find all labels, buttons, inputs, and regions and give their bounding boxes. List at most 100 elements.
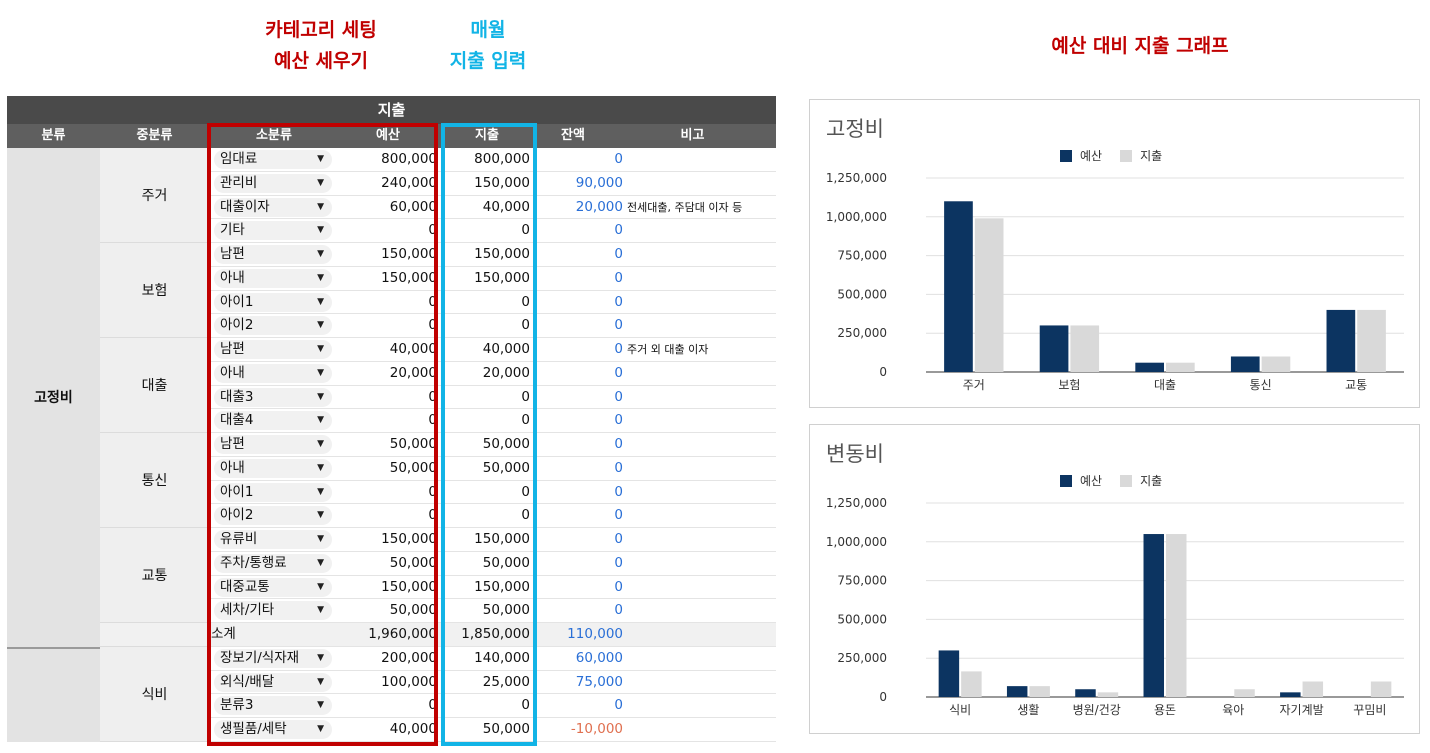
balance-cell: 0 (614, 269, 623, 286)
budget-cell: 50,000 (389, 459, 437, 476)
legend-budget-swatch (1060, 149, 1072, 162)
budget-cell: 0 (428, 483, 437, 500)
item-dropdown[interactable]: 아이2 ▼ (214, 316, 332, 336)
chart-legend: 예산 지출 (1060, 472, 1180, 489)
y-tick-label: 1,250,000 (826, 496, 887, 510)
chevron-down-icon: ▼ (317, 249, 324, 259)
item-dropdown[interactable]: 유류비 ▼ (214, 530, 332, 549)
budget-setting-annotation: 예산 세우기 (273, 50, 368, 72)
header-item: 소분류 (256, 128, 292, 143)
x-tick-label: 통신 (1250, 378, 1272, 392)
item-label: 대출3 (220, 388, 254, 405)
item-dropdown[interactable]: 아내 ▼ (214, 458, 332, 478)
header-category: 분류 (41, 128, 66, 143)
item-dropdown[interactable]: 세차/기타 ▼ (214, 601, 332, 621)
legend-budget-label: 예산 (1080, 149, 1103, 163)
chevron-down-icon: ▼ (317, 225, 324, 236)
table-row: 대출이자 ▼ 60,000 40,000 20,000 전세대출, 주담대 이자 등 (209, 196, 776, 220)
bar-spent (1166, 534, 1187, 697)
table-row: 대출4 ▼ 0 0 0 (209, 409, 776, 433)
y-tick-label: 750,000 (837, 249, 887, 263)
item-label: 남편 (220, 341, 245, 357)
category-budget-highlight (207, 123, 438, 746)
x-tick-label: 대출 (1154, 378, 1176, 392)
table-row: 남편 ▼ 150,000 150,000 0 (209, 243, 776, 267)
item-dropdown[interactable]: 생필품/세탁 ▼ (214, 720, 332, 739)
bar-budget (1075, 689, 1096, 697)
balance-cell: 0 (614, 602, 623, 619)
x-tick-label: 교통 (1345, 378, 1367, 392)
bar-budget (1135, 362, 1164, 372)
table-row: 아내 ▼ 20,000 20,000 0 (209, 362, 776, 386)
balance-cell: 20,000 (575, 198, 623, 215)
item-dropdown[interactable]: 대출이자 ▼ (214, 197, 332, 217)
legend-spent-swatch (1120, 149, 1133, 162)
note-cell: 전세대출, 주담대 이자 등 (627, 200, 743, 214)
bar-spent (1070, 325, 1100, 372)
header-budget: 예산 (376, 128, 400, 143)
item-label: 아내 (220, 459, 245, 476)
balance-cell: 0 (614, 341, 623, 357)
table-row: 아이2 ▼ 0 0 0 (209, 504, 776, 528)
item-dropdown[interactable]: 남편 ▼ (214, 435, 332, 454)
item-dropdown[interactable]: 임대료 ▼ (214, 150, 332, 169)
spent-cell: 0 (521, 222, 530, 239)
variable-cost-plot: 0 250,000 500,000 750,000 1,000,000 1,250,000… (826, 496, 1404, 717)
item-dropdown[interactable]: 분류3 ▼ (214, 696, 332, 716)
item-dropdown[interactable]: 아이2 ▼ (214, 506, 332, 526)
subcategory-cell: 보험 (100, 243, 209, 338)
item-dropdown[interactable]: 남편 ▼ (214, 245, 332, 264)
spent-cell: 800,000 (474, 151, 530, 167)
item-label: 기타 (220, 222, 245, 239)
x-tick-label: 꾸밈비 (1353, 703, 1386, 717)
chart-title: 변동비 (826, 442, 884, 466)
budget-cell: 200,000 (381, 649, 437, 666)
bar-spent (961, 671, 982, 697)
item-dropdown[interactable]: 관리비 ▼ (214, 173, 332, 193)
item-dropdown[interactable]: 대출4 ▼ (214, 411, 332, 431)
y-tick-label: 1,000,000 (826, 535, 887, 549)
balance-cell: 0 (614, 317, 623, 334)
budget-cell: 20,000 (389, 364, 437, 381)
item-label: 세차/기타 (220, 602, 275, 619)
bar-spent (1029, 686, 1050, 697)
spent-cell: 150,000 (474, 246, 530, 262)
item-dropdown[interactable]: 주차/통행료 ▼ (214, 553, 332, 573)
bar-spent (1234, 689, 1255, 697)
item-dropdown[interactable]: 아내 ▼ (214, 268, 332, 288)
expense-sheet: 지출 분류 중분류 소분류 예산 지출 잔액 비고 임대료 ▼ 800,000 800… (7, 96, 776, 742)
chevron-down-icon: ▼ (317, 486, 324, 497)
item-dropdown[interactable]: 남편 ▼ (214, 340, 332, 359)
bar-budget (1006, 686, 1028, 697)
item-dropdown[interactable]: 기타 ▼ (214, 221, 332, 241)
bar-spent (1370, 681, 1392, 697)
chevron-down-icon: ▼ (317, 272, 324, 283)
spent-cell: 50,000 (482, 602, 530, 619)
subcategory-cell: 통신 (100, 433, 209, 528)
x-tick-label: 자기계발 (1279, 703, 1323, 717)
spent-cell: 50,000 (482, 436, 530, 452)
balance-cell: 0 (614, 364, 623, 381)
item-dropdown[interactable]: 장보기/식자재 ▼ (214, 648, 332, 668)
bar-budget (1326, 309, 1356, 372)
budget-cell: 800,000 (381, 151, 437, 167)
chevron-down-icon: ▼ (317, 296, 324, 307)
chevron-down-icon: ▼ (317, 652, 324, 663)
item-dropdown[interactable]: 대출3 ▼ (214, 387, 332, 407)
table-row: 유류비 ▼ 150,000 150,000 0 (209, 528, 776, 552)
item-dropdown[interactable]: 아이1 ▼ (214, 292, 332, 312)
budget-cell: 150,000 (381, 531, 437, 547)
subtotal-balance: 110,000 (567, 626, 623, 642)
item-label: 생필품/세탁 (220, 721, 287, 737)
spent-cell: 140,000 (474, 649, 530, 666)
monthly-annotation: 매월 (470, 19, 506, 41)
category-setting-annotation: 카테고리 세팅 (265, 19, 377, 41)
item-dropdown[interactable]: 아내 ▼ (214, 363, 332, 383)
item-dropdown[interactable]: 외식/배달 ▼ (214, 672, 332, 692)
header-subcategory: 중분류 (136, 128, 173, 143)
item-dropdown[interactable]: 대중교통 ▼ (214, 577, 332, 597)
budget-cell: 240,000 (381, 174, 437, 191)
item-dropdown[interactable]: 아이1 ▼ (214, 482, 332, 502)
budget-cell: 50,000 (389, 554, 437, 571)
bar-budget (938, 650, 960, 697)
